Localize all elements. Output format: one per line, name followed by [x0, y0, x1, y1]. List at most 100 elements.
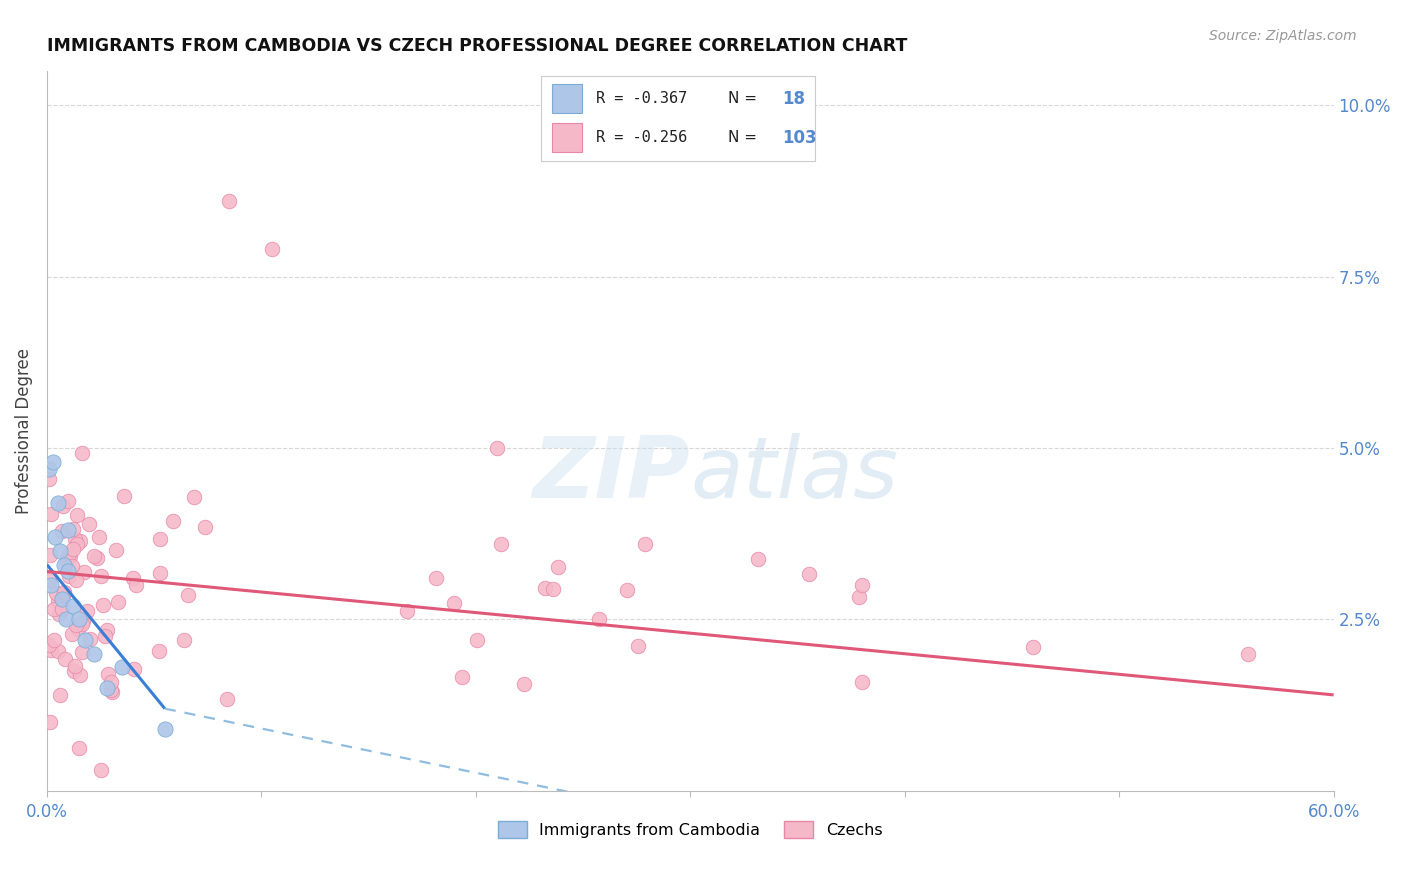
Point — [62, 523, 84, 537]
Point — [58, 565, 80, 579]
Text: ZIP: ZIP — [533, 433, 690, 516]
Bar — [553, 123, 582, 152]
Point — [125, 578, 148, 592]
Point — [443, 596, 465, 610]
Point — [39, 714, 62, 729]
Point — [101, 685, 124, 699]
Point — [848, 591, 870, 605]
Point — [63, 664, 86, 678]
Point — [72, 614, 94, 628]
Text: N =: N = — [728, 91, 762, 106]
Point — [52, 499, 75, 513]
Point — [1237, 647, 1260, 661]
Point — [66, 622, 89, 636]
Point — [747, 552, 769, 566]
Point — [79, 632, 101, 646]
Point — [67, 612, 90, 626]
Point — [90, 764, 112, 778]
Point — [48, 607, 70, 621]
Point — [62, 541, 84, 556]
Point — [797, 566, 820, 581]
Point — [46, 644, 69, 658]
Point — [96, 667, 118, 681]
Point — [55, 612, 77, 626]
Text: 103: 103 — [783, 128, 817, 146]
Point — [42, 602, 65, 616]
Point — [215, 692, 238, 706]
Point — [851, 578, 873, 592]
Point — [58, 493, 80, 508]
Point — [70, 446, 93, 460]
Point — [66, 537, 89, 551]
Point — [39, 578, 62, 592]
Point — [451, 670, 474, 684]
Text: R = -0.256: R = -0.256 — [596, 130, 688, 145]
Point — [513, 676, 536, 690]
Point — [69, 667, 91, 681]
Point — [51, 602, 73, 616]
Point — [218, 194, 240, 208]
Legend: Immigrants from Cambodia, Czechs: Immigrants from Cambodia, Czechs — [492, 814, 889, 844]
Point — [121, 571, 143, 585]
Point — [96, 623, 118, 637]
Point — [58, 547, 80, 561]
Point — [153, 722, 176, 736]
Point — [45, 586, 67, 600]
Point — [465, 632, 488, 647]
Point — [76, 604, 98, 618]
Point — [851, 674, 873, 689]
Point — [91, 599, 114, 613]
Text: R = -0.367: R = -0.367 — [596, 91, 688, 106]
Point — [41, 507, 63, 521]
Point — [395, 604, 418, 618]
Point — [87, 530, 110, 544]
Point — [547, 559, 569, 574]
Point — [75, 633, 97, 648]
Point — [38, 639, 60, 653]
Point — [148, 644, 170, 658]
Point — [77, 517, 100, 532]
Point — [58, 568, 80, 582]
Point — [42, 455, 65, 469]
Point — [104, 543, 127, 558]
Text: N =: N = — [728, 130, 762, 145]
Point — [194, 520, 217, 534]
Point — [56, 553, 79, 567]
Point — [65, 573, 87, 587]
Point — [112, 489, 135, 503]
Point — [162, 515, 184, 529]
Point — [83, 549, 105, 564]
Point — [94, 629, 117, 643]
Point — [44, 530, 66, 544]
Point — [69, 533, 91, 548]
Point — [65, 658, 87, 673]
Point — [70, 616, 93, 631]
Point — [588, 612, 610, 626]
Point — [60, 627, 83, 641]
Point — [49, 544, 72, 558]
Point — [486, 441, 509, 455]
Bar — [553, 85, 582, 113]
Point — [634, 537, 657, 551]
Point — [90, 569, 112, 583]
Point — [39, 548, 62, 562]
Point — [53, 558, 76, 572]
Point — [42, 632, 65, 647]
Point — [46, 594, 69, 608]
Point — [1022, 640, 1045, 654]
Point — [62, 599, 84, 613]
Point — [177, 588, 200, 602]
Point — [111, 660, 134, 674]
Point — [38, 461, 60, 475]
Point — [51, 591, 73, 606]
Point — [73, 565, 96, 579]
Point — [48, 688, 70, 702]
Point — [53, 584, 76, 599]
Point — [65, 617, 87, 632]
Point — [533, 581, 555, 595]
Point — [149, 532, 172, 546]
Point — [262, 242, 284, 256]
Point — [489, 537, 512, 551]
Point — [51, 524, 73, 538]
Point — [58, 549, 80, 563]
